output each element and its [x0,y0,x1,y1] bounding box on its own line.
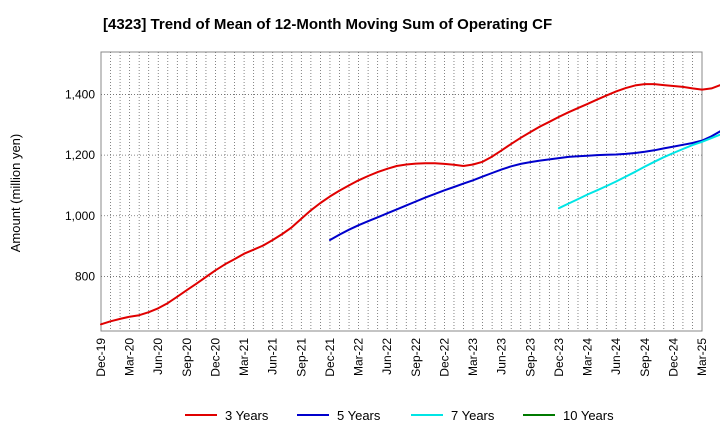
x-tick-label: Dec-20 [208,338,222,377]
x-tick-label: Mar-24 [581,338,595,376]
legend-label: 3 Years [225,408,269,423]
x-tick-label: Sep-23 [523,338,537,377]
x-tick-label: Mar-25 [695,338,709,376]
y-axis-label: Amount (million yen) [8,134,23,253]
series-line-7-years [557,133,720,210]
x-tick-label: Jun-22 [380,338,394,375]
series-line-3-years [100,83,720,326]
x-tick-label: Sep-21 [294,338,308,377]
x-tick-label: Dec-22 [437,338,451,377]
x-tick-label: Mar-20 [123,338,137,376]
grid [101,52,702,331]
x-tick-label: Jun-24 [609,338,623,375]
y-tick-labels: 800 1,000 1,200 1,400 [65,87,95,283]
x-tick-label: Jun-20 [151,338,165,375]
x-tick-label: Mar-22 [352,338,366,376]
x-tick-label: Sep-24 [638,338,652,377]
series-layer [100,83,720,326]
x-tick-label: Sep-22 [409,338,423,377]
x-tick-label: Dec-24 [666,338,680,377]
x-tick-label: Dec-23 [552,338,566,377]
y-tick-label: 1,000 [65,209,95,223]
legend-label: 5 Years [337,408,381,423]
y-tick-label: 800 [75,269,95,283]
legend-label: 10 Years [563,408,614,423]
legend: 3 Years 5 Years 7 Years 10 Years [185,408,614,423]
x-tick-label: Mar-23 [466,338,480,376]
x-tick-label: Mar-21 [237,338,251,376]
x-tick-label: Sep-20 [180,338,194,377]
x-tick-label: Jun-23 [495,338,509,375]
x-tick-labels: Dec-19 Mar-20 Jun-20 Sep-20 Dec-20 Mar-21 Jun-… [94,338,709,377]
x-tick-label: Jun-21 [266,338,280,375]
x-tick-label: Dec-19 [94,338,108,377]
chart-title: [4323] Trend of Mean of 12-Month Moving … [103,16,552,33]
x-tick-label: Dec-21 [323,338,337,377]
y-tick-label: 1,200 [65,148,95,162]
y-tick-label: 1,400 [65,87,95,101]
legend-label: 7 Years [451,408,495,423]
series-line-5-years [329,130,720,241]
